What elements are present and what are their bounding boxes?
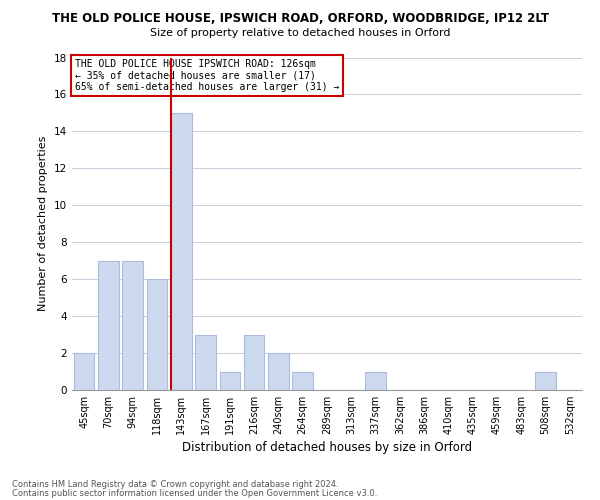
Bar: [244, 334, 265, 390]
Bar: [195, 334, 216, 390]
Y-axis label: Number of detached properties: Number of detached properties: [38, 136, 49, 312]
Text: Contains HM Land Registry data © Crown copyright and database right 2024.: Contains HM Land Registry data © Crown c…: [12, 480, 338, 489]
Text: THE OLD POLICE HOUSE IPSWICH ROAD: 126sqm
← 35% of detached houses are smaller (: THE OLD POLICE HOUSE IPSWICH ROAD: 126sq…: [74, 59, 339, 92]
Bar: [74, 353, 94, 390]
Bar: [365, 372, 386, 390]
Text: Size of property relative to detached houses in Orford: Size of property relative to detached ho…: [150, 28, 450, 38]
X-axis label: Distribution of detached houses by size in Orford: Distribution of detached houses by size …: [182, 441, 472, 454]
Text: Contains public sector information licensed under the Open Government Licence v3: Contains public sector information licen…: [12, 489, 377, 498]
Bar: [268, 353, 289, 390]
Bar: [292, 372, 313, 390]
Bar: [98, 260, 119, 390]
Bar: [220, 372, 240, 390]
Bar: [146, 279, 167, 390]
Bar: [122, 260, 143, 390]
Bar: [171, 113, 191, 390]
Text: THE OLD POLICE HOUSE, IPSWICH ROAD, ORFORD, WOODBRIDGE, IP12 2LT: THE OLD POLICE HOUSE, IPSWICH ROAD, ORFO…: [52, 12, 548, 26]
Bar: [535, 372, 556, 390]
